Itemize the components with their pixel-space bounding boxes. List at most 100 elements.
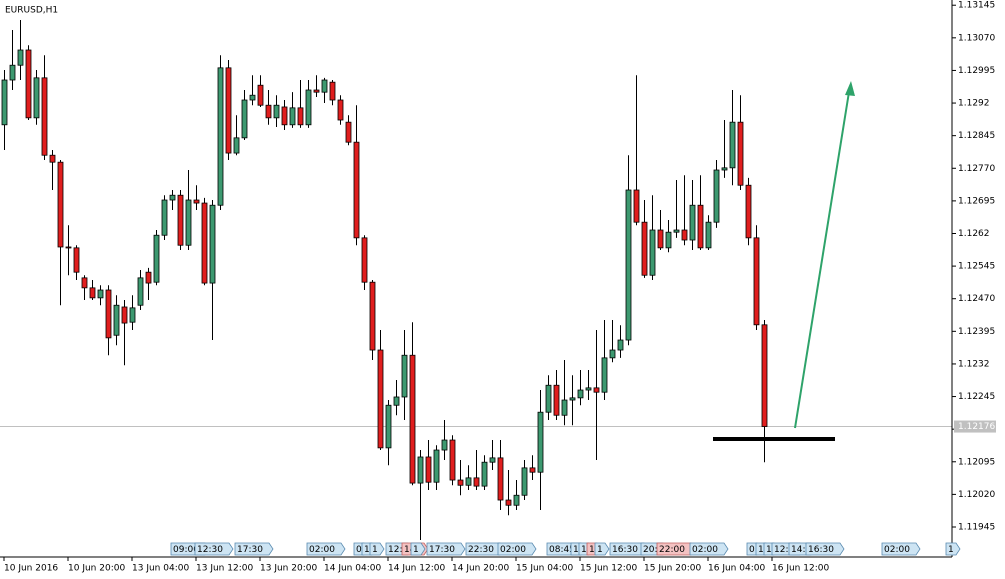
x-tick-label: 14 Jun 12:00: [388, 564, 445, 574]
x-tick-label: 15 Jun 04:00: [516, 564, 573, 574]
candle-body: [649, 229, 656, 276]
candle-body: [81, 277, 88, 289]
time-tag-label: 1: [948, 545, 954, 555]
candle-body: [737, 121, 744, 186]
candle-body: [281, 106, 288, 126]
x-tick-label: 16 Jun 12:00: [772, 564, 829, 574]
drawn-arrow-line: [794, 91, 850, 429]
candle-body: [1, 79, 8, 126]
time-tag-label: 0: [749, 545, 755, 555]
x-tick-label: 15 Jun 20:00: [644, 564, 701, 574]
candle-body: [545, 384, 552, 413]
candle-body: [457, 479, 464, 486]
candle-body: [337, 99, 344, 121]
candle-body: [225, 67, 232, 154]
candle-body: [129, 307, 136, 323]
time-tag-label: 02:00: [884, 545, 910, 555]
candle-body: [289, 107, 296, 126]
candle-body: [89, 287, 96, 299]
candle-body: [521, 467, 528, 496]
candle-body: [265, 104, 272, 119]
candle-body: [233, 137, 240, 154]
time-tag-label: 1: [581, 545, 587, 555]
time-tag-label: 22:00: [659, 545, 685, 555]
candle-body: [553, 384, 560, 416]
time-tag-label: 02:00: [500, 545, 526, 555]
time-tag-box: [945, 542, 961, 556]
x-tick-label: 14 Jun 04:00: [324, 564, 381, 574]
candle-body: [753, 237, 760, 326]
time-tag-label: 1: [766, 545, 772, 555]
candle-body: [393, 396, 400, 406]
candle-body: [609, 349, 616, 359]
y-tick-label: 1.1232: [958, 359, 990, 369]
time-tag-label: 09:00: [173, 545, 199, 555]
candle-body: [153, 234, 160, 283]
time-tag-box: [426, 542, 466, 556]
candle-body: [273, 104, 280, 119]
candle-body: [657, 229, 664, 249]
candle-body: [465, 477, 472, 486]
candles: [1, 20, 768, 541]
candle-body: [257, 84, 264, 106]
candle-body: [409, 354, 416, 484]
candle-body: [673, 229, 680, 233]
candle-body: [529, 467, 536, 473]
candle-body: [561, 399, 568, 416]
x-tick-label: 13 Jun 12:00: [196, 564, 253, 574]
candle-body: [65, 246, 72, 249]
time-tag-label: 14:: [791, 545, 805, 555]
time-tag-label: 02:00: [692, 545, 718, 555]
candle-body: [641, 221, 648, 276]
candle-body: [33, 77, 40, 119]
candle-body: [681, 229, 688, 241]
candle-body: [17, 49, 24, 66]
candle-body: [41, 77, 48, 156]
candle-body: [449, 439, 456, 481]
candle-body: [321, 79, 328, 93]
time-tag-label: 16:30: [612, 545, 638, 555]
candle-body: [665, 231, 672, 249]
time-tag-box: [805, 542, 845, 556]
candle-body: [145, 271, 152, 284]
time-tags: 09:0012:3017:3002:0001112:14:117:3022:30…: [170, 542, 961, 556]
x-tick-label: 15 Jun 12:00: [580, 564, 637, 574]
candle-body: [625, 189, 632, 341]
time-tag-label: 1: [413, 545, 419, 555]
x-tick-label: 13 Jun 04:00: [132, 564, 189, 574]
candle-body: [73, 247, 80, 273]
candle-body: [305, 89, 312, 126]
drawn-arrow-head: [845, 81, 855, 96]
y-tick-label: 1.1262: [958, 229, 990, 239]
candle-body: [353, 141, 360, 239]
candle-body: [713, 169, 720, 223]
x-tick-label: 13 Jun 20:00: [260, 564, 317, 574]
candle-body: [25, 49, 32, 119]
candle-body: [137, 277, 144, 306]
candle-body: [105, 289, 112, 339]
time-tag-box: [369, 542, 385, 556]
x-tick-label: 10 Jun 20:00: [68, 564, 125, 574]
candle-body: [697, 204, 704, 249]
candle-body: [249, 94, 256, 101]
candle-body: [721, 167, 728, 171]
candle-body: [633, 189, 640, 223]
candle-body: [49, 154, 56, 163]
current-price-label: 1.12176: [958, 422, 995, 432]
candle-body: [297, 107, 304, 126]
candle-body: [473, 477, 480, 487]
candle-body: [377, 349, 384, 449]
time-tag-box: [594, 542, 610, 556]
candle-body: [617, 339, 624, 351]
candle-body: [401, 354, 408, 398]
candle-body: [745, 184, 752, 239]
time-tag-label: 12:3: [774, 545, 794, 555]
time-tag-label: 1: [364, 545, 370, 555]
current-price-box: [954, 420, 996, 433]
candle-body: [705, 221, 712, 249]
time-tag-box: [497, 542, 537, 556]
candle-body: [329, 81, 336, 101]
time-tag-label: 1: [573, 545, 579, 555]
candle-body: [121, 306, 128, 324]
candle-body: [425, 456, 432, 483]
